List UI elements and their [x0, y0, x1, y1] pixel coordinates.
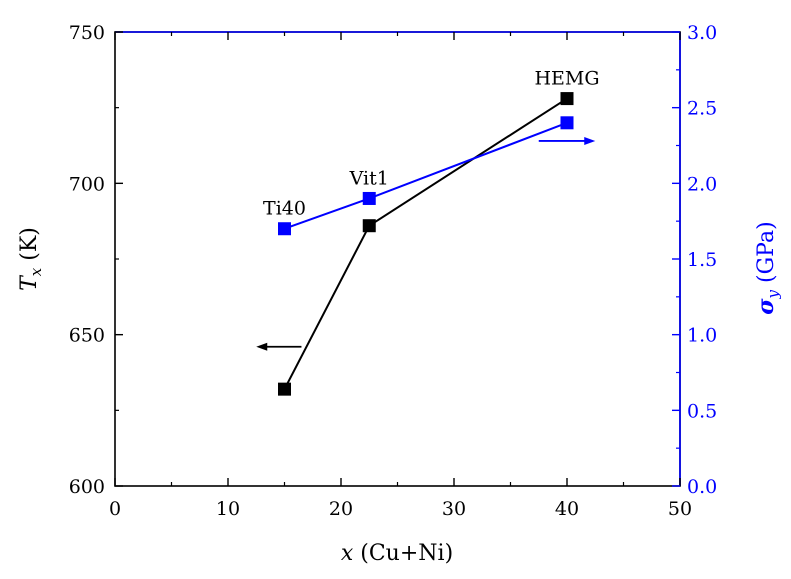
sigma-series-marker: [278, 222, 291, 236]
x-axis-title-var: x: [341, 541, 354, 566]
right-y-axis-title: σy (GPa): [753, 221, 782, 314]
sigma-series-marker: [362, 191, 376, 205]
right-y-axis-title-sub: y: [764, 289, 782, 299]
left-y-axis-title: Tx (K): [17, 227, 45, 291]
point-label: Ti40: [263, 198, 306, 220]
right-y-tick-label: 1.5: [687, 249, 717, 271]
left-axis-arrow-head: [256, 342, 268, 351]
right-y-tick-label: 2.5: [687, 98, 717, 120]
tx-series-marker: [560, 92, 574, 106]
right-y-axis-title-rest: (GPa): [754, 221, 779, 290]
x-axis-title: x (Cu+Ni): [341, 541, 453, 566]
arrow-layer: [256, 136, 596, 351]
plot-frame: [114, 31, 681, 487]
x-tick-label: 50: [668, 498, 692, 520]
x-tick-label: 0: [109, 498, 121, 520]
x-axis-title-rest: (Cu+Ni): [353, 541, 453, 566]
left-y-axis-title-var: T: [17, 274, 42, 291]
right-y-tick-label: 0.0: [687, 476, 717, 498]
x-tick-label: 10: [216, 498, 240, 520]
point-label-layer: Ti40 Vit1 HEMG: [263, 68, 600, 220]
right-y-tick-label: 2.0: [687, 173, 717, 195]
x-axis-ticks: 0 10 20 30 40 50: [109, 32, 692, 520]
left-y-tick-label: 750: [69, 22, 105, 44]
left-y-tick-label: 650: [69, 325, 105, 347]
sigma-series-marker: [560, 116, 574, 130]
x-tick-label: 20: [329, 498, 353, 520]
left-y-tick-label: 600: [69, 476, 105, 498]
left-y-axis-title-rest: (K): [17, 227, 42, 268]
right-y-axis-title-var: σ: [753, 298, 779, 315]
right-y-tick-label: 0.5: [687, 400, 717, 422]
point-label: HEMG: [534, 68, 599, 90]
point-label: Vit1: [349, 167, 389, 189]
series-layer: [278, 92, 574, 396]
right-axis-arrow-head: [584, 136, 596, 145]
tx-series-marker: [278, 382, 291, 396]
sigma-series-line: [284, 121, 568, 230]
right-y-axis-ticks: 0.0 0.5 1.0 1.5 2.0 2.5 3.0: [672, 22, 717, 498]
tx-series-marker: [362, 219, 376, 233]
left-y-axis-ticks: 600 650 700 750: [69, 22, 123, 498]
right-y-tick-label: 1.0: [687, 325, 717, 347]
right-y-tick-label: 3.0: [687, 22, 717, 44]
left-y-axis-title-sub: x: [27, 267, 45, 276]
tx-series-line: [283, 97, 568, 390]
x-tick-label: 40: [555, 498, 579, 520]
left-y-tick-label: 700: [69, 173, 105, 195]
x-tick-label: 30: [442, 498, 466, 520]
